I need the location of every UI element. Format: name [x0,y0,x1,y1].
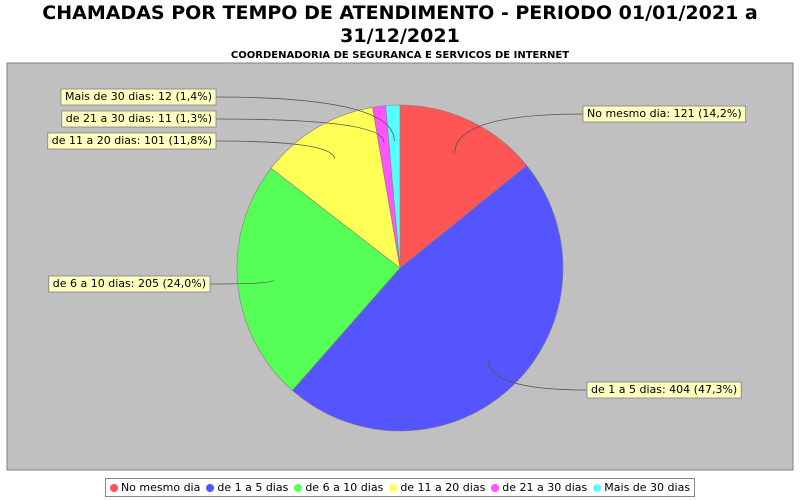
legend-label: de 6 a 10 dias [305,481,384,494]
chart: No mesmo dia: 121 (14,2%) de 1 a 5 dias: … [6,62,794,471]
label-box [60,88,217,106]
legend-swatch [491,483,500,492]
chart-title: CHAMADAS POR TEMPO DE ATENDIMENTO - PERI… [42,2,758,47]
legend-label: de 11 a 20 dias [400,481,486,494]
label-connector [215,140,335,160]
legend-item: No mesmo dia [109,481,201,494]
data-label: de 1 a 5 dias: 404 (47,3%) [591,383,737,396]
legend-swatch [389,483,398,492]
legend-label: de 1 a 5 dias [217,481,289,494]
label-box [47,132,217,150]
label-connector [454,113,584,154]
legend-swatch [593,483,602,492]
chart-subtitle: COORDENADORIA DE SEGURANCA E SERVICOS DE… [230,50,570,61]
label-connector [215,96,395,141]
legend-swatch [109,483,118,492]
data-label: No mesmo dia: 121 (14,2%) [587,107,742,120]
pie-slice [270,106,401,269]
legend-swatch [294,483,303,492]
legend-label: Mais de 30 dias [604,481,691,494]
legend-swatch [206,483,215,492]
legend-label: No mesmo dia [120,481,201,494]
label-box [586,381,742,399]
pie-slice [385,104,401,269]
label-connector [487,359,588,391]
data-label: de 21 a 30 dias: 11 (1,3%) [66,112,212,125]
label-connector [209,279,274,285]
legend-item: Mais de 30 dias [593,481,690,494]
data-label: de 6 a 10 dias: 205 (24,0%) [53,277,206,290]
legend-box: No mesmo dia de 1 a 5 dias de 6 a 10 dias d… [104,478,696,497]
legend-label: de 21 a 30 dias [502,481,588,494]
legend-item: de 11 a 20 dias [389,481,485,494]
label-box [48,275,211,293]
legend-item: de 6 a 10 dias [294,481,383,494]
label-box [582,105,747,123]
legend: No mesmo dia de 1 a 5 dias de 6 a 10 dias d… [0,478,800,497]
data-label: Mais de 30 dias: 12 (1,4%) [65,90,212,103]
label-box [61,110,217,128]
pie-slice [291,165,564,432]
data-label: de 11 a 20 dias: 101 (11,8%) [52,134,212,147]
label-connector [215,118,385,142]
legend-item: de 1 a 5 dias [206,481,288,494]
pie-slice [399,104,528,269]
legend-item: de 21 a 30 dias [491,481,587,494]
